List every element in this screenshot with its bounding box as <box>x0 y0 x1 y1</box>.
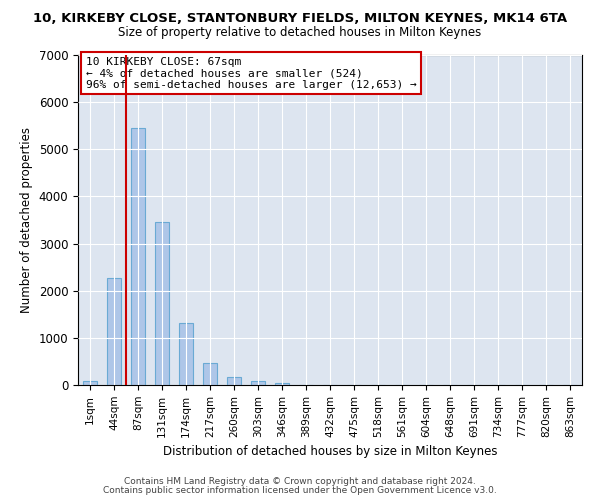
Bar <box>83 381 97 385</box>
Bar <box>107 278 121 385</box>
Bar <box>155 222 169 385</box>
Text: Size of property relative to detached houses in Milton Keynes: Size of property relative to detached ho… <box>118 26 482 39</box>
Text: 10 KIRKEBY CLOSE: 67sqm
← 4% of detached houses are smaller (524)
96% of semi-de: 10 KIRKEBY CLOSE: 67sqm ← 4% of detached… <box>86 56 416 90</box>
Text: 10, KIRKEBY CLOSE, STANTONBURY FIELDS, MILTON KEYNES, MK14 6TA: 10, KIRKEBY CLOSE, STANTONBURY FIELDS, M… <box>33 12 567 24</box>
X-axis label: Distribution of detached houses by size in Milton Keynes: Distribution of detached houses by size … <box>163 445 497 458</box>
Bar <box>227 378 241 385</box>
Text: Contains public sector information licensed under the Open Government Licence v3: Contains public sector information licen… <box>103 486 497 495</box>
Bar <box>203 363 217 385</box>
Bar <box>251 381 265 385</box>
Y-axis label: Number of detached properties: Number of detached properties <box>20 127 33 313</box>
Bar <box>275 382 289 385</box>
Text: Contains HM Land Registry data © Crown copyright and database right 2024.: Contains HM Land Registry data © Crown c… <box>124 478 476 486</box>
Bar <box>179 323 193 385</box>
Bar <box>131 128 145 385</box>
